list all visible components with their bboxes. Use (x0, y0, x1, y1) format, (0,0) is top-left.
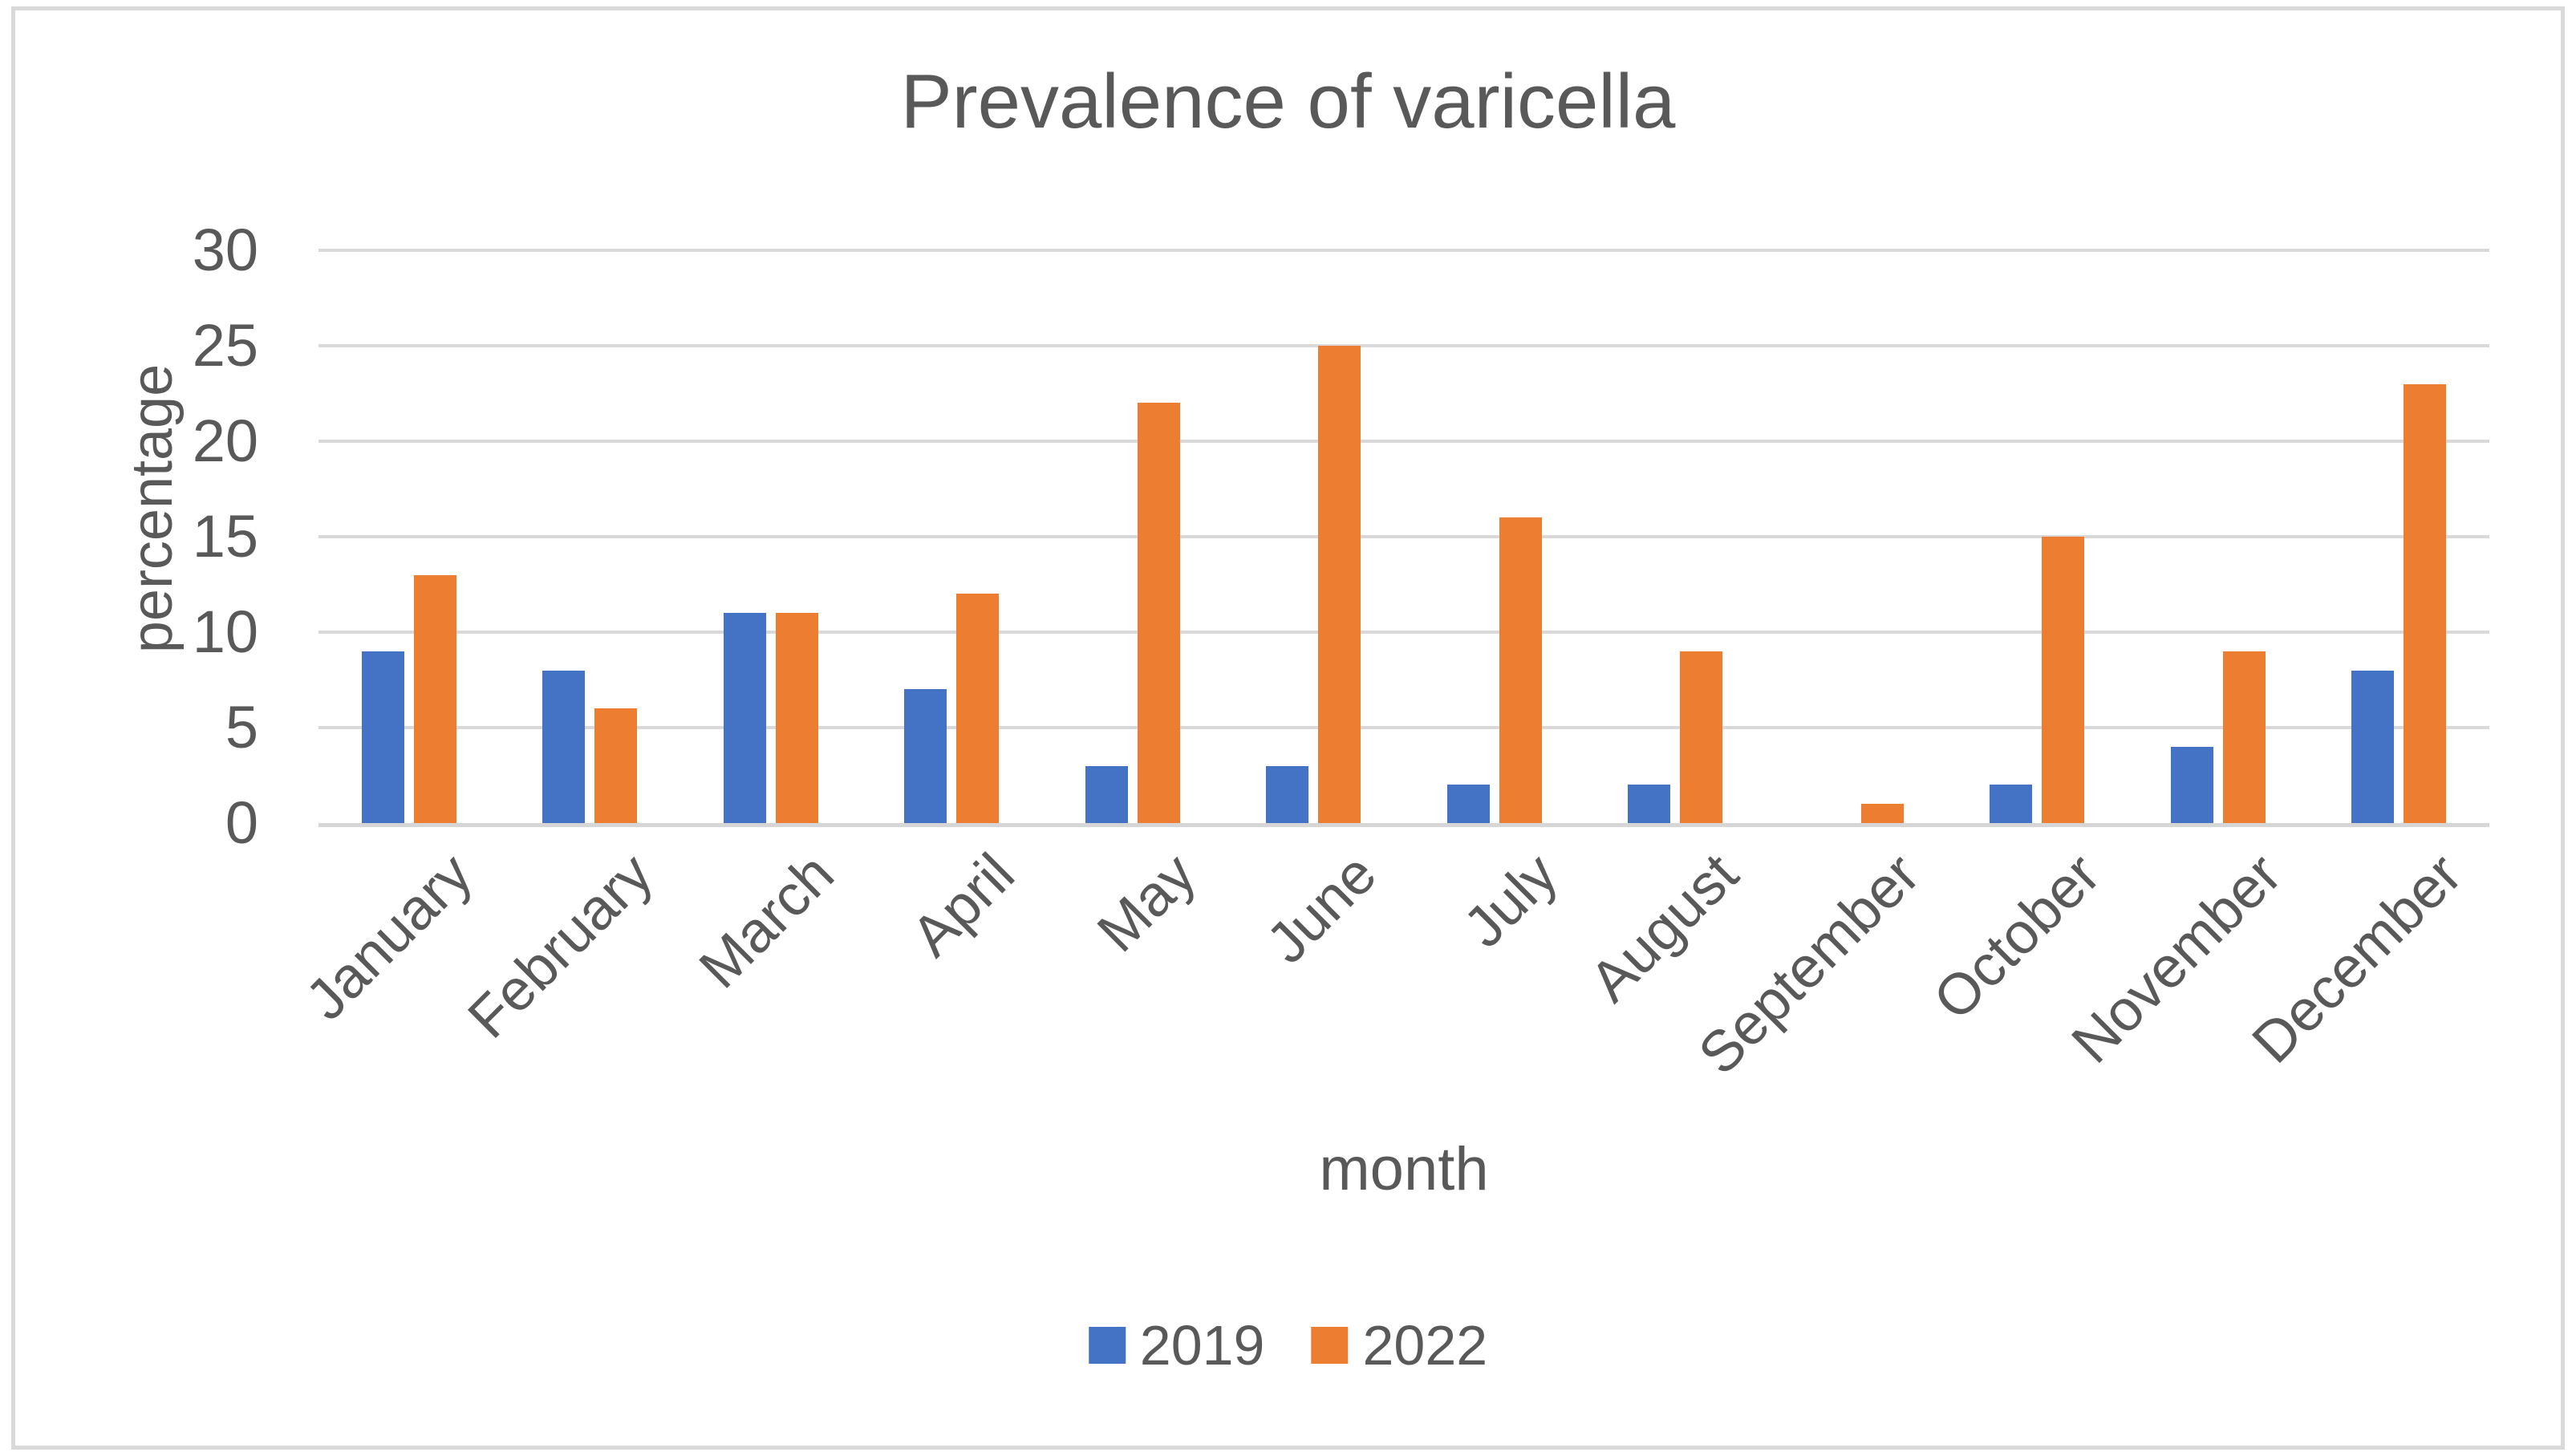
y-tick-label-0: 0 (225, 789, 258, 856)
x-tick-label-february: February (456, 842, 665, 1051)
y-tick-label-5: 5 (225, 694, 258, 760)
legend-item-2022: 2022 (1311, 1314, 1488, 1377)
bar-2019-july (1447, 785, 1490, 823)
bar-2022-august (1680, 651, 1722, 823)
y-tick-label-10: 10 (192, 598, 258, 665)
bar-2022-october (2042, 537, 2084, 823)
legend-label-2022: 2022 (1362, 1314, 1488, 1377)
x-tick-label-july: July (1451, 842, 1570, 960)
bar-2019-february (542, 671, 585, 823)
bar-2022-march (776, 613, 818, 823)
gridline-25 (318, 344, 2489, 347)
bar-2022-april (956, 594, 999, 823)
bar-2022-july (1499, 517, 1542, 823)
bar-2019-november (2171, 747, 2213, 823)
gridline-15 (318, 535, 2489, 538)
x-tick-label-june: June (1255, 842, 1389, 976)
gridline-20 (318, 440, 2489, 443)
bar-2019-october (1990, 785, 2032, 823)
gridline-30 (318, 249, 2489, 252)
bar-2022-november (2223, 651, 2266, 823)
bar-2022-january (414, 575, 456, 823)
bar-2022-june (1318, 346, 1361, 823)
legend-swatch-2019 (1088, 1327, 1126, 1364)
y-tick-label-25: 25 (192, 312, 258, 379)
legend: 2019 2022 (1088, 1314, 1488, 1377)
bar-2022-september (1861, 804, 1904, 823)
bar-2022-may (1138, 403, 1180, 823)
legend-swatch-2022 (1311, 1327, 1349, 1364)
x-tick-label-march: March (687, 842, 846, 1001)
bar-2022-february (594, 708, 637, 823)
x-tick-label-april: April (899, 842, 1027, 969)
y-tick-label-15: 15 (192, 503, 258, 570)
x-tick-label-august: August (1577, 842, 1750, 1015)
y-tick-label-20: 20 (192, 408, 258, 474)
bar-2019-june (1266, 766, 1308, 823)
x-axis-title: month (1319, 1135, 1489, 1203)
x-tick-label-october: October (1921, 842, 2112, 1032)
bar-2019-august (1628, 785, 1670, 823)
x-tick-label-january: January (293, 842, 485, 1032)
bar-2019-january (362, 651, 404, 823)
gridline-5 (318, 726, 2489, 729)
gridline-10 (318, 631, 2489, 634)
legend-item-2019: 2019 (1088, 1314, 1265, 1377)
bar-2019-march (724, 613, 766, 823)
x-tick-label-may: May (1085, 842, 1208, 964)
bar-2019-may (1085, 766, 1128, 823)
bar-2019-december (2351, 671, 2394, 823)
legend-label-2019: 2019 (1139, 1314, 1265, 1377)
bar-2022-december (2404, 384, 2446, 823)
bar-2019-april (904, 689, 947, 823)
y-tick-label-30: 30 (192, 217, 258, 283)
chart-title: Prevalence of varicella (900, 59, 1676, 144)
x-axis-line (318, 823, 2489, 827)
